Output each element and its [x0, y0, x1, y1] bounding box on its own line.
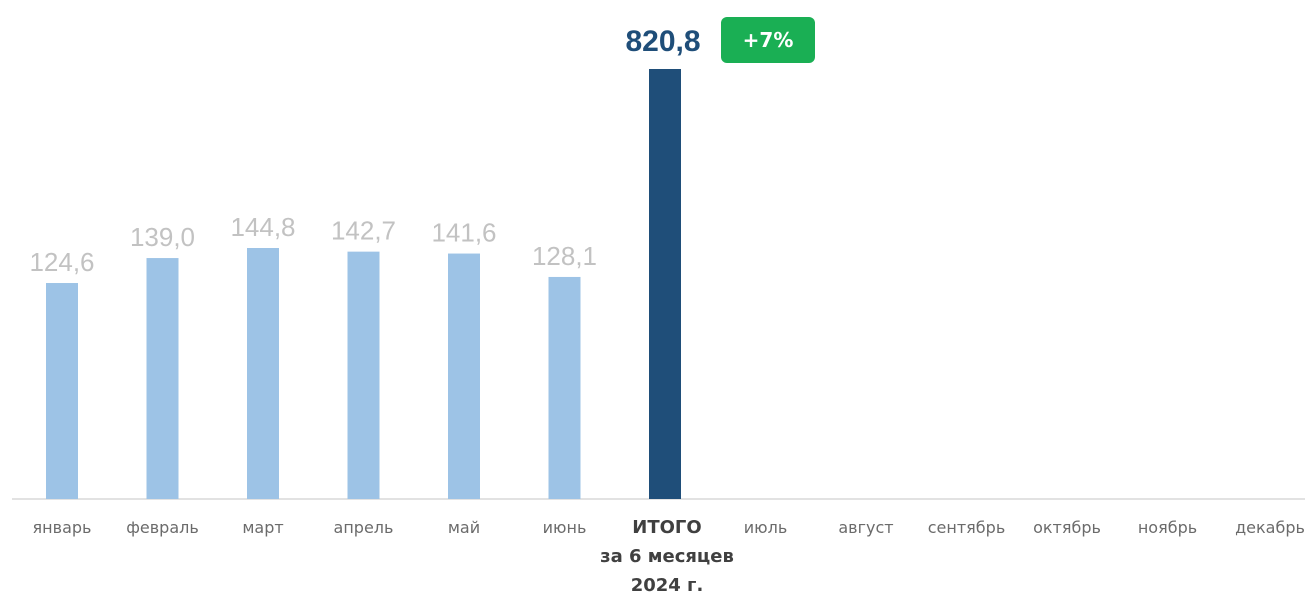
bar-2 — [247, 248, 279, 499]
change-badge: +7% — [721, 17, 815, 63]
data-label-5: 128,1 — [532, 241, 597, 271]
category-label-12: декабрь — [1235, 518, 1305, 537]
bar-5 — [548, 276, 581, 499]
bar-4 — [448, 253, 480, 499]
data-label-4: 141,6 — [431, 218, 496, 248]
category-label-3: апрель — [334, 518, 394, 537]
bar-0 — [46, 283, 78, 499]
category-label-10: октябрь — [1033, 518, 1101, 537]
category-label-5: июнь — [543, 518, 587, 537]
data-label-total: 820,8 — [625, 25, 700, 58]
change-badge-text: +7% — [743, 28, 794, 52]
category-label-11: ноябрь — [1138, 518, 1197, 537]
bar-1 — [146, 258, 179, 499]
category-label-7: июль — [744, 518, 788, 537]
data-label-0: 124,6 — [29, 247, 94, 277]
data-label-3: 142,7 — [331, 216, 396, 246]
category-label-total-line-2: 2024 г. — [631, 575, 704, 596]
category-label-8: август — [838, 518, 893, 537]
change-badge-bg — [721, 17, 815, 63]
category-label-9: сентябрь — [928, 518, 1006, 537]
category-label-0: январь — [33, 518, 92, 537]
category-label-4: май — [448, 518, 480, 537]
category-label-total-line-1: за 6 месяцев — [600, 546, 734, 567]
category-label-2: март — [242, 518, 283, 537]
bar-total — [649, 69, 681, 499]
category-label-total-line-0: ИТОГО — [632, 517, 701, 538]
data-label-2: 144,8 — [230, 212, 295, 242]
bar-3 — [347, 251, 380, 499]
data-label-1: 139,0 — [130, 222, 195, 252]
category-label-1: февраль — [126, 518, 199, 537]
